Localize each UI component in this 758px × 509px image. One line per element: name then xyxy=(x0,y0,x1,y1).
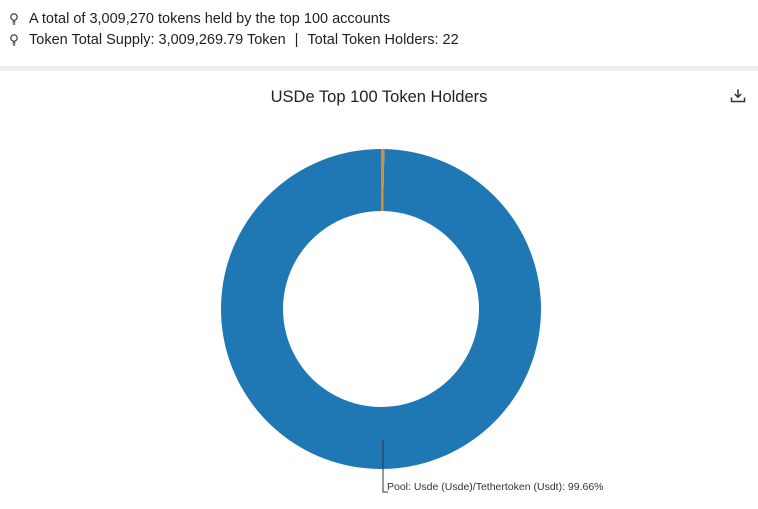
pie-slice-0[interactable] xyxy=(221,149,542,469)
section-divider xyxy=(0,66,758,71)
summary-line-total: A total of 3,009,270 tokens held by the … xyxy=(8,8,459,29)
lightbulb-icon xyxy=(10,12,18,25)
download-icon[interactable] xyxy=(729,87,747,105)
pie-slice-1[interactable] xyxy=(381,149,385,212)
separator-text: | xyxy=(294,31,299,48)
total-tokens-text: A total of 3,009,270 tokens held by the … xyxy=(29,10,391,27)
leader-line xyxy=(382,440,388,493)
total-supply-text: Token Total Supply: 3,009,269.79 Token xyxy=(29,31,286,48)
lightbulb-icon xyxy=(10,33,18,46)
slice-label: Pool: Usde (Usde)/Tethertoken (Usdt): 99… xyxy=(387,481,604,493)
chart-title: USDe Top 100 Token Holders xyxy=(270,88,488,106)
total-holders-text: Total Token Holders: 22 xyxy=(307,31,459,48)
summary-line-supply: Token Total Supply: 3,009,269.79 Token |… xyxy=(8,29,459,50)
summary-panel: A total of 3,009,270 tokens held by the … xyxy=(8,8,459,50)
